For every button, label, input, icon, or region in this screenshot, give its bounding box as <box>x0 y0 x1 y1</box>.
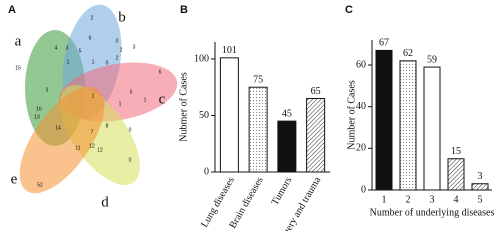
y-axis-title: Nubmer of Cases <box>178 72 189 142</box>
set-label: c <box>159 91 166 107</box>
region-count: 0 <box>116 38 119 44</box>
region-count: 1 <box>92 59 95 65</box>
y-axis-title: Number of Cases <box>346 80 357 150</box>
value-label: 45 <box>282 108 292 119</box>
region-count: 5 <box>130 89 133 95</box>
region-count: 1 <box>144 97 147 103</box>
region-count: 2 <box>116 55 119 61</box>
region-count: 12 <box>89 143 95 149</box>
x-tick-label: 1 <box>382 194 387 205</box>
region-count: 2 <box>91 15 94 21</box>
bar <box>375 49 393 191</box>
x-tick-label: 2 <box>406 194 411 205</box>
bar <box>219 57 239 173</box>
region-count: 1 <box>92 93 95 99</box>
panel-letter: C <box>345 4 353 16</box>
region-count: 8 <box>106 123 109 129</box>
venn-set <box>19 86 105 194</box>
region-count: 16 <box>36 106 42 112</box>
region-count: 1 <box>119 101 122 107</box>
region-count: 11 <box>75 145 80 151</box>
bar <box>277 120 297 173</box>
region-count: 3 <box>46 87 49 93</box>
region-count: 15 <box>15 65 21 71</box>
value-label: 65 <box>311 86 321 97</box>
region-count: 4 <box>55 45 58 51</box>
y-tick-label: 0 <box>361 184 366 195</box>
region-count: 0 <box>129 127 132 133</box>
y-tick-label: 50 <box>199 110 209 121</box>
y-tick-label: 40 <box>356 101 366 112</box>
y-tick-label: 100 <box>194 53 209 64</box>
value-label: 3 <box>478 171 483 182</box>
set-label: b <box>118 9 126 25</box>
region-count: 7 <box>91 129 94 135</box>
value-label: 15 <box>451 146 461 157</box>
bar <box>399 60 417 191</box>
bar <box>447 158 465 191</box>
value-label: 75 <box>253 75 263 86</box>
region-count: 3 <box>133 44 136 50</box>
set-label: e <box>11 171 18 187</box>
region-count: 0 <box>106 60 109 66</box>
y-tick-label: 60 <box>356 59 366 70</box>
x-tick-label: Tumors <box>270 175 295 207</box>
region-count: 52 <box>37 182 43 188</box>
value-label: 59 <box>427 54 437 65</box>
x-tick-label: 5 <box>478 194 483 205</box>
region-count: 3 <box>66 45 69 51</box>
region-count: 2 <box>120 47 123 53</box>
value-label: 67 <box>379 38 389 49</box>
region-count: 6 <box>89 35 92 41</box>
x-tick-label: 3 <box>430 194 435 205</box>
bar <box>248 86 268 173</box>
panel-letter: B <box>180 4 188 16</box>
region-count: 5 <box>79 48 82 54</box>
value-label: 101 <box>222 45 237 56</box>
y-tick-label: 20 <box>356 143 366 154</box>
set-label: d <box>101 194 109 210</box>
region-count: 1 <box>67 59 70 65</box>
region-count: 13 <box>34 114 40 120</box>
set-label: a <box>15 33 22 49</box>
region-count: 0 <box>129 157 132 163</box>
x-axis-title: Number of underlying diseases <box>370 207 495 218</box>
x-tick-label: 4 <box>454 194 459 205</box>
value-label: 62 <box>403 48 413 59</box>
region-count: 12 <box>97 147 103 153</box>
bar <box>306 98 326 173</box>
bar <box>423 66 441 191</box>
panel-letter: A <box>8 4 16 16</box>
bar <box>471 183 489 191</box>
region-count: 6 <box>159 69 162 75</box>
region-count: 14 <box>55 125 61 131</box>
y-tick-label: 0 <box>204 166 209 177</box>
